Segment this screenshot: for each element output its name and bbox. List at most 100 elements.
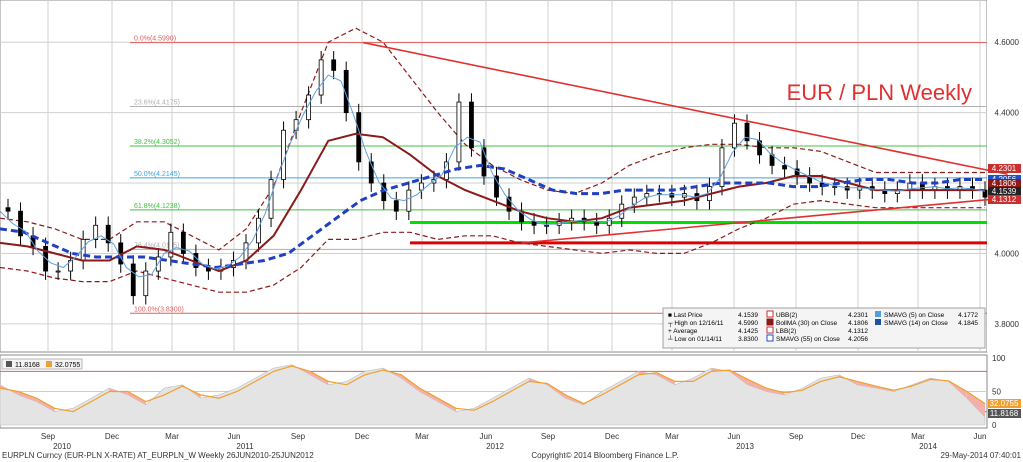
oscillator-y-tick: 100 (992, 354, 1006, 363)
candle-body (168, 231, 174, 258)
footer-copyright: Copyright© 2014 Bloomberg Finance L.P. (531, 451, 678, 460)
candle-body (669, 193, 675, 198)
oscillator-fill (948, 380, 967, 399)
candle-body (631, 196, 637, 205)
x-tick-month: Sep (541, 432, 556, 441)
legend-swatch (875, 319, 881, 325)
fibonacci-label: 76.4%(4.0115) (134, 242, 179, 249)
price-label-text: 4.1539 (992, 187, 1017, 196)
candle-body (719, 147, 725, 187)
fibonacci-label: 38.2%(4.3052) (134, 139, 180, 146)
fibonacci-label: 0.0%(4.5990) (134, 36, 176, 43)
oscillator-legend-value: 32.0755 (55, 362, 80, 369)
x-tick-month: Dec (355, 432, 369, 441)
legend-swatch (766, 310, 774, 318)
candle-body (180, 231, 186, 254)
candle-body (356, 112, 362, 163)
fibonacci-label: 23.6%(4.4175) (134, 99, 180, 106)
oscillator-fill (839, 374, 858, 385)
oscillator-y-tick: 50 (992, 388, 1001, 397)
candle-body (844, 186, 850, 191)
oscillator-fill (383, 368, 402, 379)
oscillator-fill (528, 378, 548, 385)
legend-box: ■ Last Price 4.1539 ┬ High on 12/16/11 4.59… (662, 307, 986, 349)
x-tick-month: Dec (105, 432, 119, 441)
oscillator-fill (401, 374, 420, 392)
legend-label: ┴ Low on 01/14/11 (667, 335, 722, 343)
footer-timestamp: 29-May-2014 07:40:01 (941, 451, 1022, 460)
legend-label: BollMA (30) on Close (776, 320, 837, 327)
candle-body (469, 101, 474, 149)
x-tick-month: Mar (165, 432, 179, 441)
legend-label: + Average (668, 328, 698, 335)
legend-label: LBB(2) (776, 328, 796, 335)
moving-averages (0, 74, 986, 278)
legend-background (662, 307, 986, 349)
x-tick-year: 2014 (919, 442, 937, 451)
x-tick-month: Jun (480, 432, 493, 441)
candle-body (5, 207, 11, 212)
fibonacci-label: 61.8%(4.1238) (134, 203, 180, 210)
candle-body (68, 260, 74, 272)
x-tick-year: 2011 (236, 442, 254, 451)
candle-body (93, 224, 99, 240)
oscillator-fill (310, 371, 329, 385)
legend-swatch (766, 326, 774, 334)
candle-body (143, 270, 149, 297)
candle-body (832, 186, 838, 188)
legend-value: 3.8300 (738, 336, 758, 343)
x-tick-month: Sep (41, 432, 56, 441)
trendline (363, 41, 1008, 176)
legend-value: 4.5990 (738, 320, 758, 327)
candle-body (744, 122, 750, 142)
oscillator-line (0, 365, 986, 413)
candle-body (481, 147, 487, 177)
oscillator-fill (747, 379, 767, 392)
oscillator-fill (36, 398, 55, 412)
candle-body (418, 182, 424, 191)
bollma-line (0, 132, 985, 273)
legend-label: UBB(2) (776, 312, 797, 319)
oscillator-legend-swatch (6, 361, 12, 367)
candle-body (331, 59, 337, 71)
oscillator-price-text: 32.0755 (990, 399, 1019, 408)
price-label-tag (988, 195, 1021, 204)
oscillator-fill (127, 391, 146, 405)
candle-body (343, 70, 349, 114)
x-tick-month: Mar (415, 432, 429, 441)
legend-label: SMAVG (14) on Close (884, 320, 948, 327)
candle-body (105, 224, 111, 244)
support-lines (410, 220, 987, 245)
candle-body (281, 129, 286, 180)
y-tick-label: 4.0000 (995, 249, 1020, 258)
legend-label: SMAVG (5) on Close (884, 312, 945, 319)
price-label-tag (988, 164, 1021, 173)
price-label-tag (988, 187, 1021, 196)
oscillator-fill (547, 383, 566, 399)
candle-body (18, 210, 23, 237)
candle-body (268, 179, 274, 219)
price-label-tag (988, 179, 1021, 188)
legend-swatch (766, 318, 774, 326)
legend-value: 4.2301 (848, 312, 868, 319)
fibonacci-levels: 0.0%(4.5990) 23.6%(4.4175) 38.2%(4.3052) 50… (130, 36, 987, 314)
trendline (521, 197, 1008, 244)
legend-label: ■ Last Price (668, 312, 703, 319)
candle-body (293, 119, 299, 131)
footer-security: EURPLN Curncy (EUR-PLN X-RATE) AT_EURPLN… (2, 451, 314, 460)
oscillator-fill (437, 398, 457, 412)
oscillator-legend-value: 11.8168 (15, 362, 40, 369)
candle-body (368, 161, 374, 184)
x-tick-month: Mar (665, 432, 679, 441)
chart-title: EUR / PLN Weekly (787, 80, 972, 105)
lower-bollinger-band (0, 199, 985, 293)
candle-body (406, 189, 412, 212)
sma55-line (0, 163, 985, 270)
oscillator-price-tag (988, 399, 1021, 408)
x-tick-year: 2012 (486, 442, 504, 451)
oscillator-price-text: 11.8168 (990, 409, 1019, 418)
candle-body (757, 140, 762, 156)
legend-label: SMAVG (55) on Close (776, 336, 840, 343)
